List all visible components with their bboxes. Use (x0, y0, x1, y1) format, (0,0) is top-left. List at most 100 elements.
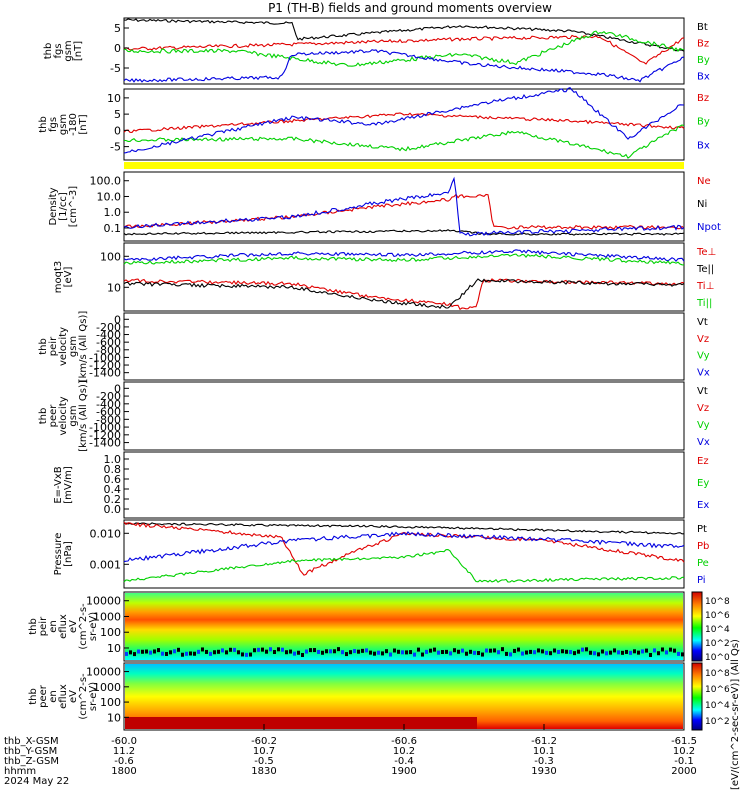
panel-frame (123, 312, 685, 381)
y-axis-label-line: sr-eV) (88, 682, 99, 711)
x-axis-value: -60.2 (251, 736, 277, 747)
ion-spectrogram-noise (221, 648, 224, 653)
ion-spectrogram-noise (525, 650, 528, 655)
y-tick-label: 0.010 (90, 527, 122, 540)
colorbar-tick: 10^6 (705, 685, 730, 695)
legend-entry: Ni (697, 199, 707, 210)
ion-spectrogram-noise (565, 649, 568, 654)
x-axis-value: 2000 (671, 766, 696, 777)
ion-spectrogram-noise (385, 649, 388, 654)
y-axis-label-line: gsm (58, 114, 69, 135)
panel-peer-en: 10000 1000 100 10 thb peer en eflux eV (cm^2-s-sr… (28, 662, 685, 731)
panel-frame (123, 242, 685, 312)
colorbar-ion (691, 591, 703, 662)
ion-spectrogram-noise (553, 648, 556, 653)
ion-spectrogram-noise (289, 649, 292, 654)
ion-spectrogram-noise (337, 647, 340, 652)
trace-by (123, 124, 685, 159)
y-axis-label-line: peir (48, 336, 59, 356)
ion-spectrogram-noise (381, 651, 384, 656)
ion-spectrogram-noise (673, 648, 676, 653)
x-axis-value: 1830 (251, 766, 276, 777)
ion-spectrogram-noise (373, 651, 376, 656)
ion-spectrogram-noise (197, 649, 200, 654)
ion-spectrogram-noise (545, 650, 548, 655)
ion-spectrogram-noise (589, 650, 592, 655)
ion-spectrogram-noise (621, 650, 624, 655)
legend-entry: Te|| (696, 264, 714, 275)
ion-spectrogram-noise (333, 649, 336, 654)
ion-spectrogram-noise (341, 650, 344, 655)
y-axis-label-line: eflux (58, 684, 69, 709)
ion-spectrogram-noise (353, 649, 356, 654)
ion-spectrogram-noise (265, 649, 268, 654)
legend-entry: Pt (697, 524, 707, 535)
y-tick-label: -600 (96, 406, 121, 419)
trace-pt (123, 522, 684, 535)
ion-spectrogram-noise (489, 648, 492, 653)
y-tick-label: 10 (107, 281, 121, 294)
ion-spectrogram-noise (569, 650, 572, 655)
ion-spectrogram-noise (377, 650, 380, 655)
ion-spectrogram-noise (257, 647, 260, 652)
ion-spectrogram-noise (417, 647, 420, 652)
legend-entry: Vt (697, 386, 708, 397)
x-axis-value: 1930 (531, 766, 556, 777)
panel-fgs-sm: 10 5 0 -5 thb fgs gsm -180 [nT] Bz By Bx (38, 86, 710, 161)
colorbar-tick: 10^6 (705, 611, 730, 621)
y-tick-label: -1400 (89, 437, 121, 450)
y-axis-label: thb fgs gsm -180 [nT] (38, 113, 89, 136)
ion-spectrogram-noise (349, 650, 352, 655)
y-axis-label-line: [eV] (63, 267, 74, 288)
panel-fgs: 5 0 -5 thb fgs gsm [nT] Bt Bz By Bx (43, 17, 710, 85)
ion-spectrogram-noise (421, 652, 424, 657)
y-axis-label-line: sr-eV) (88, 612, 99, 641)
ion-spectrogram-noise (173, 649, 176, 654)
ion-spectrogram-noise (481, 652, 484, 657)
y-tick-label: -1200 (89, 429, 121, 442)
y-tick-label: 0 (114, 42, 121, 55)
y-axis-label: thb peir en eflux eV (cm^2-s-sr-eV) (28, 603, 99, 650)
ion-spectrogram-noise (437, 650, 440, 655)
ion-spectrogram-noise (177, 647, 180, 652)
x-axis-value: -0.4 (394, 756, 414, 767)
ion-spectrogram-noise (557, 649, 560, 654)
ion-spectrogram-noise (261, 647, 264, 652)
ion-spectrogram-noise (301, 652, 304, 657)
y-axis-label-line: gsm (68, 405, 79, 426)
x-axis-row-label: thb_Z-GSM (4, 756, 59, 767)
y-axis-label: thb peer en eflux eV (cm^2-s-sr-eV) (28, 673, 99, 720)
trace-ni (123, 229, 685, 236)
ion-spectrogram-noise (633, 649, 636, 654)
ion-spectrogram-noise (213, 650, 216, 655)
legend-entry: Ne (697, 176, 711, 187)
ion-spectrogram-noise (285, 650, 288, 655)
ion-spectrogram-noise (397, 649, 400, 654)
ion-spectrogram-noise (313, 648, 316, 653)
ion-spectrogram-noise (505, 651, 508, 656)
panel-temp: 100 10 moqt3 [eV] Te⊥ Te|| Ti⊥ Ti|| (53, 242, 716, 312)
y-axis-label-line: velocity (58, 327, 69, 366)
legend-entry: Te⊥ (696, 247, 716, 258)
ion-spectrogram-noise (461, 648, 464, 653)
ion-spectrogram-noise (129, 650, 132, 655)
ion-spectrogram-noise (445, 649, 448, 654)
legend-entry: Bx (697, 72, 710, 83)
ion-spectrogram-noise (345, 652, 348, 657)
ion-spectrogram-noise (541, 649, 544, 654)
legend-entry: Vx (697, 367, 710, 378)
y-axis-label-line: peer (38, 684, 49, 708)
legend-entry: Vy (697, 420, 710, 431)
legend-entry: Vy (697, 351, 710, 362)
legend-entry: Bt (697, 22, 708, 33)
x-axis-value: 10.7 (253, 746, 275, 757)
ion-spectrogram-noise (277, 647, 280, 652)
ion-spectrogram-noise (649, 652, 652, 657)
y-tick-label: 10 (107, 642, 121, 655)
quality-flag-bar (124, 162, 684, 169)
ion-spectrogram-noise (137, 649, 140, 654)
ion-spectrogram-noise (189, 651, 192, 656)
ion-spectrogram-noise (425, 649, 428, 654)
